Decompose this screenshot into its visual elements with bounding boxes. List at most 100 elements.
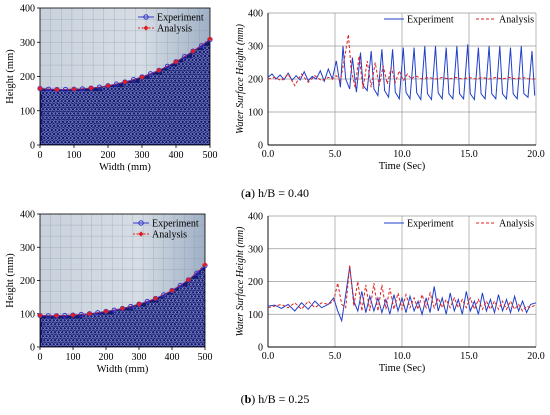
- water-particle: [128, 326, 132, 331]
- water-particle: [162, 136, 166, 140]
- water-particle: [76, 136, 80, 140]
- water-particle: [153, 123, 157, 128]
- water-particle: [201, 74, 206, 79]
- water-particle: [171, 123, 176, 128]
- water-particle: [186, 294, 190, 299]
- water-particle: [120, 95, 125, 99]
- timeseries-chart-1: 0.0 5.0 10.0 15.0 20.0 0 100 200 300 400 Time (Sec…: [235, 212, 545, 375]
- water-particle: [177, 136, 181, 140]
- water-particle: [205, 82, 210, 87]
- y-tick-label: 0: [30, 141, 35, 152]
- water-particle: [193, 342, 198, 347]
- water-particle: [91, 318, 96, 323]
- water-particle: [169, 70, 174, 75]
- water-particle: [146, 326, 150, 331]
- water-particle: [191, 338, 195, 343]
- water-particle: [129, 314, 134, 319]
- water-particle: [135, 136, 140, 140]
- water-particle: [177, 62, 181, 67]
- water-particle: [113, 334, 118, 339]
- x-tick-label: 10.0: [393, 351, 411, 362]
- water-particle: [120, 318, 125, 323]
- water-particle: [114, 330, 119, 335]
- water-particle: [171, 91, 176, 95]
- water-particles: [41, 45, 211, 145]
- caption-b: (b) h/B = 0.25: [240, 392, 310, 406]
- water-particle: [203, 128, 207, 132]
- x-tick-label: 100: [66, 352, 81, 363]
- water-particle: [127, 123, 131, 128]
- experiment-point: [62, 86, 69, 93]
- water-particle: [179, 140, 184, 145]
- water-particle: [171, 302, 176, 307]
- water-particle: [100, 314, 105, 319]
- water-particle: [77, 318, 82, 323]
- water-particle: [149, 318, 154, 323]
- water-particle: [162, 338, 166, 343]
- water-particle: [108, 132, 113, 136]
- water-particle: [154, 78, 159, 83]
- water-particle: [199, 111, 204, 116]
- water-particle: [42, 128, 47, 132]
- water-particle: [134, 91, 139, 95]
- water-particle: [64, 103, 69, 108]
- water-particle: [83, 111, 88, 116]
- water-particle: [207, 62, 211, 67]
- water-particle: [93, 330, 97, 335]
- water-particle: [138, 140, 143, 145]
- water-particle: [178, 326, 183, 331]
- water-particle: [53, 103, 58, 108]
- water-particle: [67, 132, 71, 136]
- water-particle: [149, 91, 154, 95]
- water-particle: [114, 314, 119, 319]
- water-particle: [175, 310, 180, 315]
- water-particle: [83, 119, 88, 124]
- water-particle: [64, 338, 68, 343]
- water-particle: [85, 99, 90, 104]
- water-particle: [130, 82, 135, 87]
- water-particle: [194, 338, 199, 343]
- legend-label: Experiment: [157, 13, 204, 24]
- water-particle: [111, 314, 116, 319]
- water-particle: [138, 123, 143, 128]
- water-particle: [171, 115, 176, 120]
- water-particle: [52, 99, 57, 104]
- water-particle: [183, 306, 188, 311]
- water-particle: [165, 78, 170, 83]
- water-particle: [189, 326, 194, 331]
- water-particle: [93, 132, 98, 136]
- water-particle: [201, 66, 206, 71]
- water-particle: [187, 322, 192, 327]
- water-particle: [139, 128, 144, 132]
- water-particle: [73, 318, 78, 323]
- water-particle: [150, 128, 155, 132]
- water-particle: [113, 326, 118, 331]
- water-particle: [61, 128, 65, 132]
- water-particle: [96, 322, 101, 327]
- water-particle: [187, 338, 192, 343]
- water-particle: [192, 54, 196, 58]
- water-particle: [41, 342, 45, 347]
- analysis-point: [37, 85, 43, 92]
- x-tick-label: 0: [38, 150, 43, 161]
- water-particle: [117, 326, 121, 331]
- analysis-point: [152, 295, 159, 302]
- water-particle: [139, 136, 144, 140]
- water-particle: [133, 338, 137, 343]
- water-particle: [89, 132, 94, 136]
- water-particle: [147, 95, 151, 99]
- water-particle: [173, 128, 178, 132]
- water-particle: [182, 318, 187, 323]
- water-particle: [56, 330, 61, 335]
- water-particle: [194, 74, 199, 79]
- water-particle: [95, 318, 100, 323]
- water-particle: [138, 91, 143, 95]
- water-particle: [162, 70, 166, 75]
- water-particle: [46, 119, 50, 124]
- water-particle: [111, 338, 116, 343]
- water-particle: [154, 338, 159, 343]
- water-particle: [131, 334, 136, 339]
- water-particle: [109, 318, 114, 323]
- water-particle: [182, 326, 187, 331]
